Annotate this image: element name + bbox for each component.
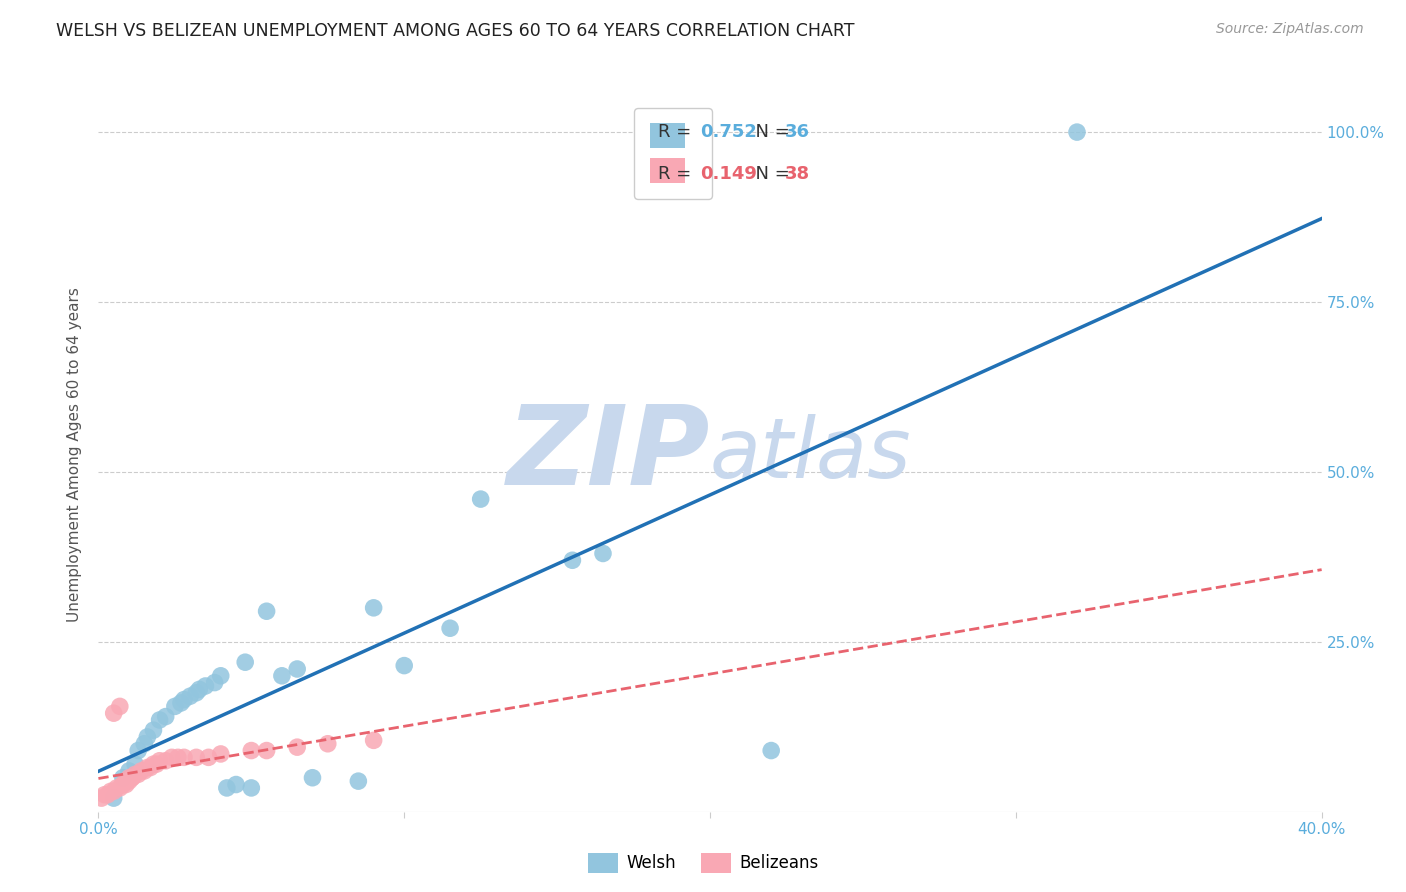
- Point: [118, 771, 141, 785]
- Point: [97, 788, 120, 802]
- Point: [105, 780, 128, 795]
- Point: [155, 754, 177, 768]
- Point: [170, 696, 193, 710]
- Point: [270, 669, 292, 683]
- Text: R =: R =: [658, 165, 697, 183]
- Point: [256, 604, 278, 618]
- Point: [118, 764, 141, 778]
- Point: [111, 778, 134, 792]
- Point: [163, 699, 186, 714]
- Point: [111, 778, 134, 792]
- Point: [285, 662, 308, 676]
- Legend: , : ,: [634, 108, 713, 199]
- Text: atlas: atlas: [710, 415, 911, 495]
- Point: [142, 757, 165, 772]
- Point: [108, 699, 131, 714]
- Point: [145, 757, 167, 772]
- Point: [108, 780, 131, 795]
- Legend: Welsh, Belizeans: Welsh, Belizeans: [581, 847, 825, 880]
- Point: [124, 767, 146, 781]
- Point: [301, 771, 323, 785]
- Point: [121, 771, 143, 785]
- Point: [93, 788, 115, 802]
- Point: [111, 771, 134, 785]
- Point: [149, 713, 172, 727]
- Point: [363, 600, 385, 615]
- Point: [470, 492, 492, 507]
- Point: [115, 774, 138, 789]
- Text: Source: ZipAtlas.com: Source: ZipAtlas.com: [1216, 22, 1364, 37]
- Text: 38: 38: [785, 165, 810, 183]
- Point: [347, 774, 370, 789]
- Point: [759, 743, 782, 757]
- Text: 0.149: 0.149: [700, 165, 756, 183]
- Point: [115, 778, 138, 792]
- Point: [173, 750, 195, 764]
- Point: [124, 757, 146, 772]
- Point: [134, 737, 156, 751]
- Point: [173, 692, 195, 706]
- Point: [256, 743, 278, 757]
- Point: [136, 730, 159, 744]
- Point: [103, 791, 125, 805]
- Point: [215, 780, 238, 795]
- Point: [118, 774, 141, 789]
- Point: [155, 709, 177, 723]
- Point: [240, 743, 263, 757]
- Point: [186, 686, 208, 700]
- Point: [139, 760, 162, 774]
- Point: [134, 764, 156, 778]
- Point: [285, 740, 308, 755]
- Point: [240, 780, 263, 795]
- Point: [121, 771, 143, 785]
- Point: [129, 764, 152, 778]
- Point: [142, 723, 165, 738]
- Point: [316, 737, 339, 751]
- Point: [149, 754, 172, 768]
- Point: [103, 784, 125, 798]
- Point: [1066, 125, 1088, 139]
- Point: [561, 553, 583, 567]
- Point: [100, 784, 122, 798]
- Point: [188, 682, 211, 697]
- Point: [136, 760, 159, 774]
- Point: [197, 750, 219, 764]
- Point: [392, 658, 416, 673]
- Text: 0.752: 0.752: [700, 123, 756, 141]
- Point: [186, 750, 208, 764]
- Text: WELSH VS BELIZEAN UNEMPLOYMENT AMONG AGES 60 TO 64 YEARS CORRELATION CHART: WELSH VS BELIZEAN UNEMPLOYMENT AMONG AGE…: [56, 22, 855, 40]
- Point: [127, 743, 149, 757]
- Point: [363, 733, 385, 747]
- Point: [225, 778, 247, 792]
- Point: [592, 546, 614, 560]
- Point: [160, 750, 183, 764]
- Point: [167, 750, 190, 764]
- Text: ZIP: ZIP: [506, 401, 710, 508]
- Point: [194, 679, 217, 693]
- Point: [179, 689, 201, 703]
- Text: 36: 36: [785, 123, 810, 141]
- Text: N =: N =: [744, 123, 794, 141]
- Point: [439, 621, 461, 635]
- Point: [209, 747, 232, 761]
- Point: [233, 655, 256, 669]
- Point: [90, 791, 112, 805]
- Y-axis label: Unemployment Among Ages 60 to 64 years: Unemployment Among Ages 60 to 64 years: [67, 287, 83, 623]
- Point: [204, 675, 226, 690]
- Text: R =: R =: [658, 123, 697, 141]
- Point: [127, 767, 149, 781]
- Text: N =: N =: [744, 165, 794, 183]
- Point: [103, 706, 125, 721]
- Point: [209, 669, 232, 683]
